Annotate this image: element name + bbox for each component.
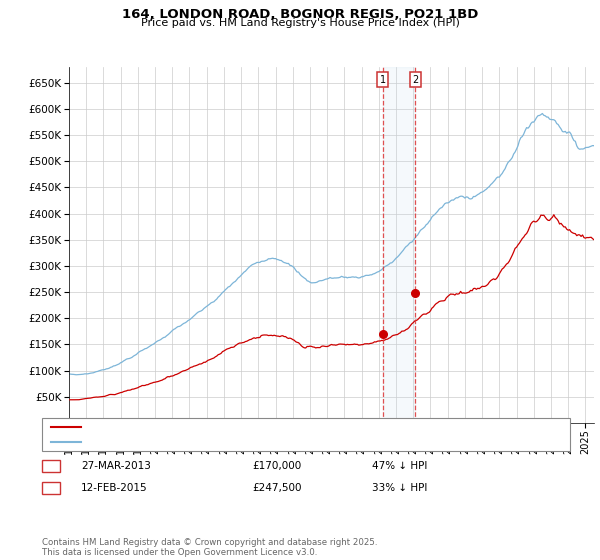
Text: Price paid vs. HM Land Registry's House Price Index (HPI): Price paid vs. HM Land Registry's House …: [140, 18, 460, 29]
Text: 2: 2: [412, 74, 418, 85]
Text: 1: 1: [47, 461, 55, 471]
Text: 164, LONDON ROAD, BOGNOR REGIS, PO21 1BD (detached house): 164, LONDON ROAD, BOGNOR REGIS, PO21 1BD…: [87, 422, 419, 432]
Text: Contains HM Land Registry data © Crown copyright and database right 2025.
This d: Contains HM Land Registry data © Crown c…: [42, 538, 377, 557]
Bar: [383, 67, 415, 423]
Text: 33% ↓ HPI: 33% ↓ HPI: [372, 483, 427, 493]
Text: 47% ↓ HPI: 47% ↓ HPI: [372, 461, 427, 471]
Text: HPI: Average price, detached house, Arun: HPI: Average price, detached house, Arun: [87, 437, 295, 447]
Text: £247,500: £247,500: [252, 483, 302, 493]
Text: 27-MAR-2013: 27-MAR-2013: [81, 461, 151, 471]
Text: 164, LONDON ROAD, BOGNOR REGIS, PO21 1BD: 164, LONDON ROAD, BOGNOR REGIS, PO21 1BD: [122, 8, 478, 21]
Text: 12-FEB-2015: 12-FEB-2015: [81, 483, 148, 493]
Text: 1: 1: [380, 74, 386, 85]
Text: £170,000: £170,000: [252, 461, 301, 471]
Text: 2: 2: [47, 483, 55, 493]
